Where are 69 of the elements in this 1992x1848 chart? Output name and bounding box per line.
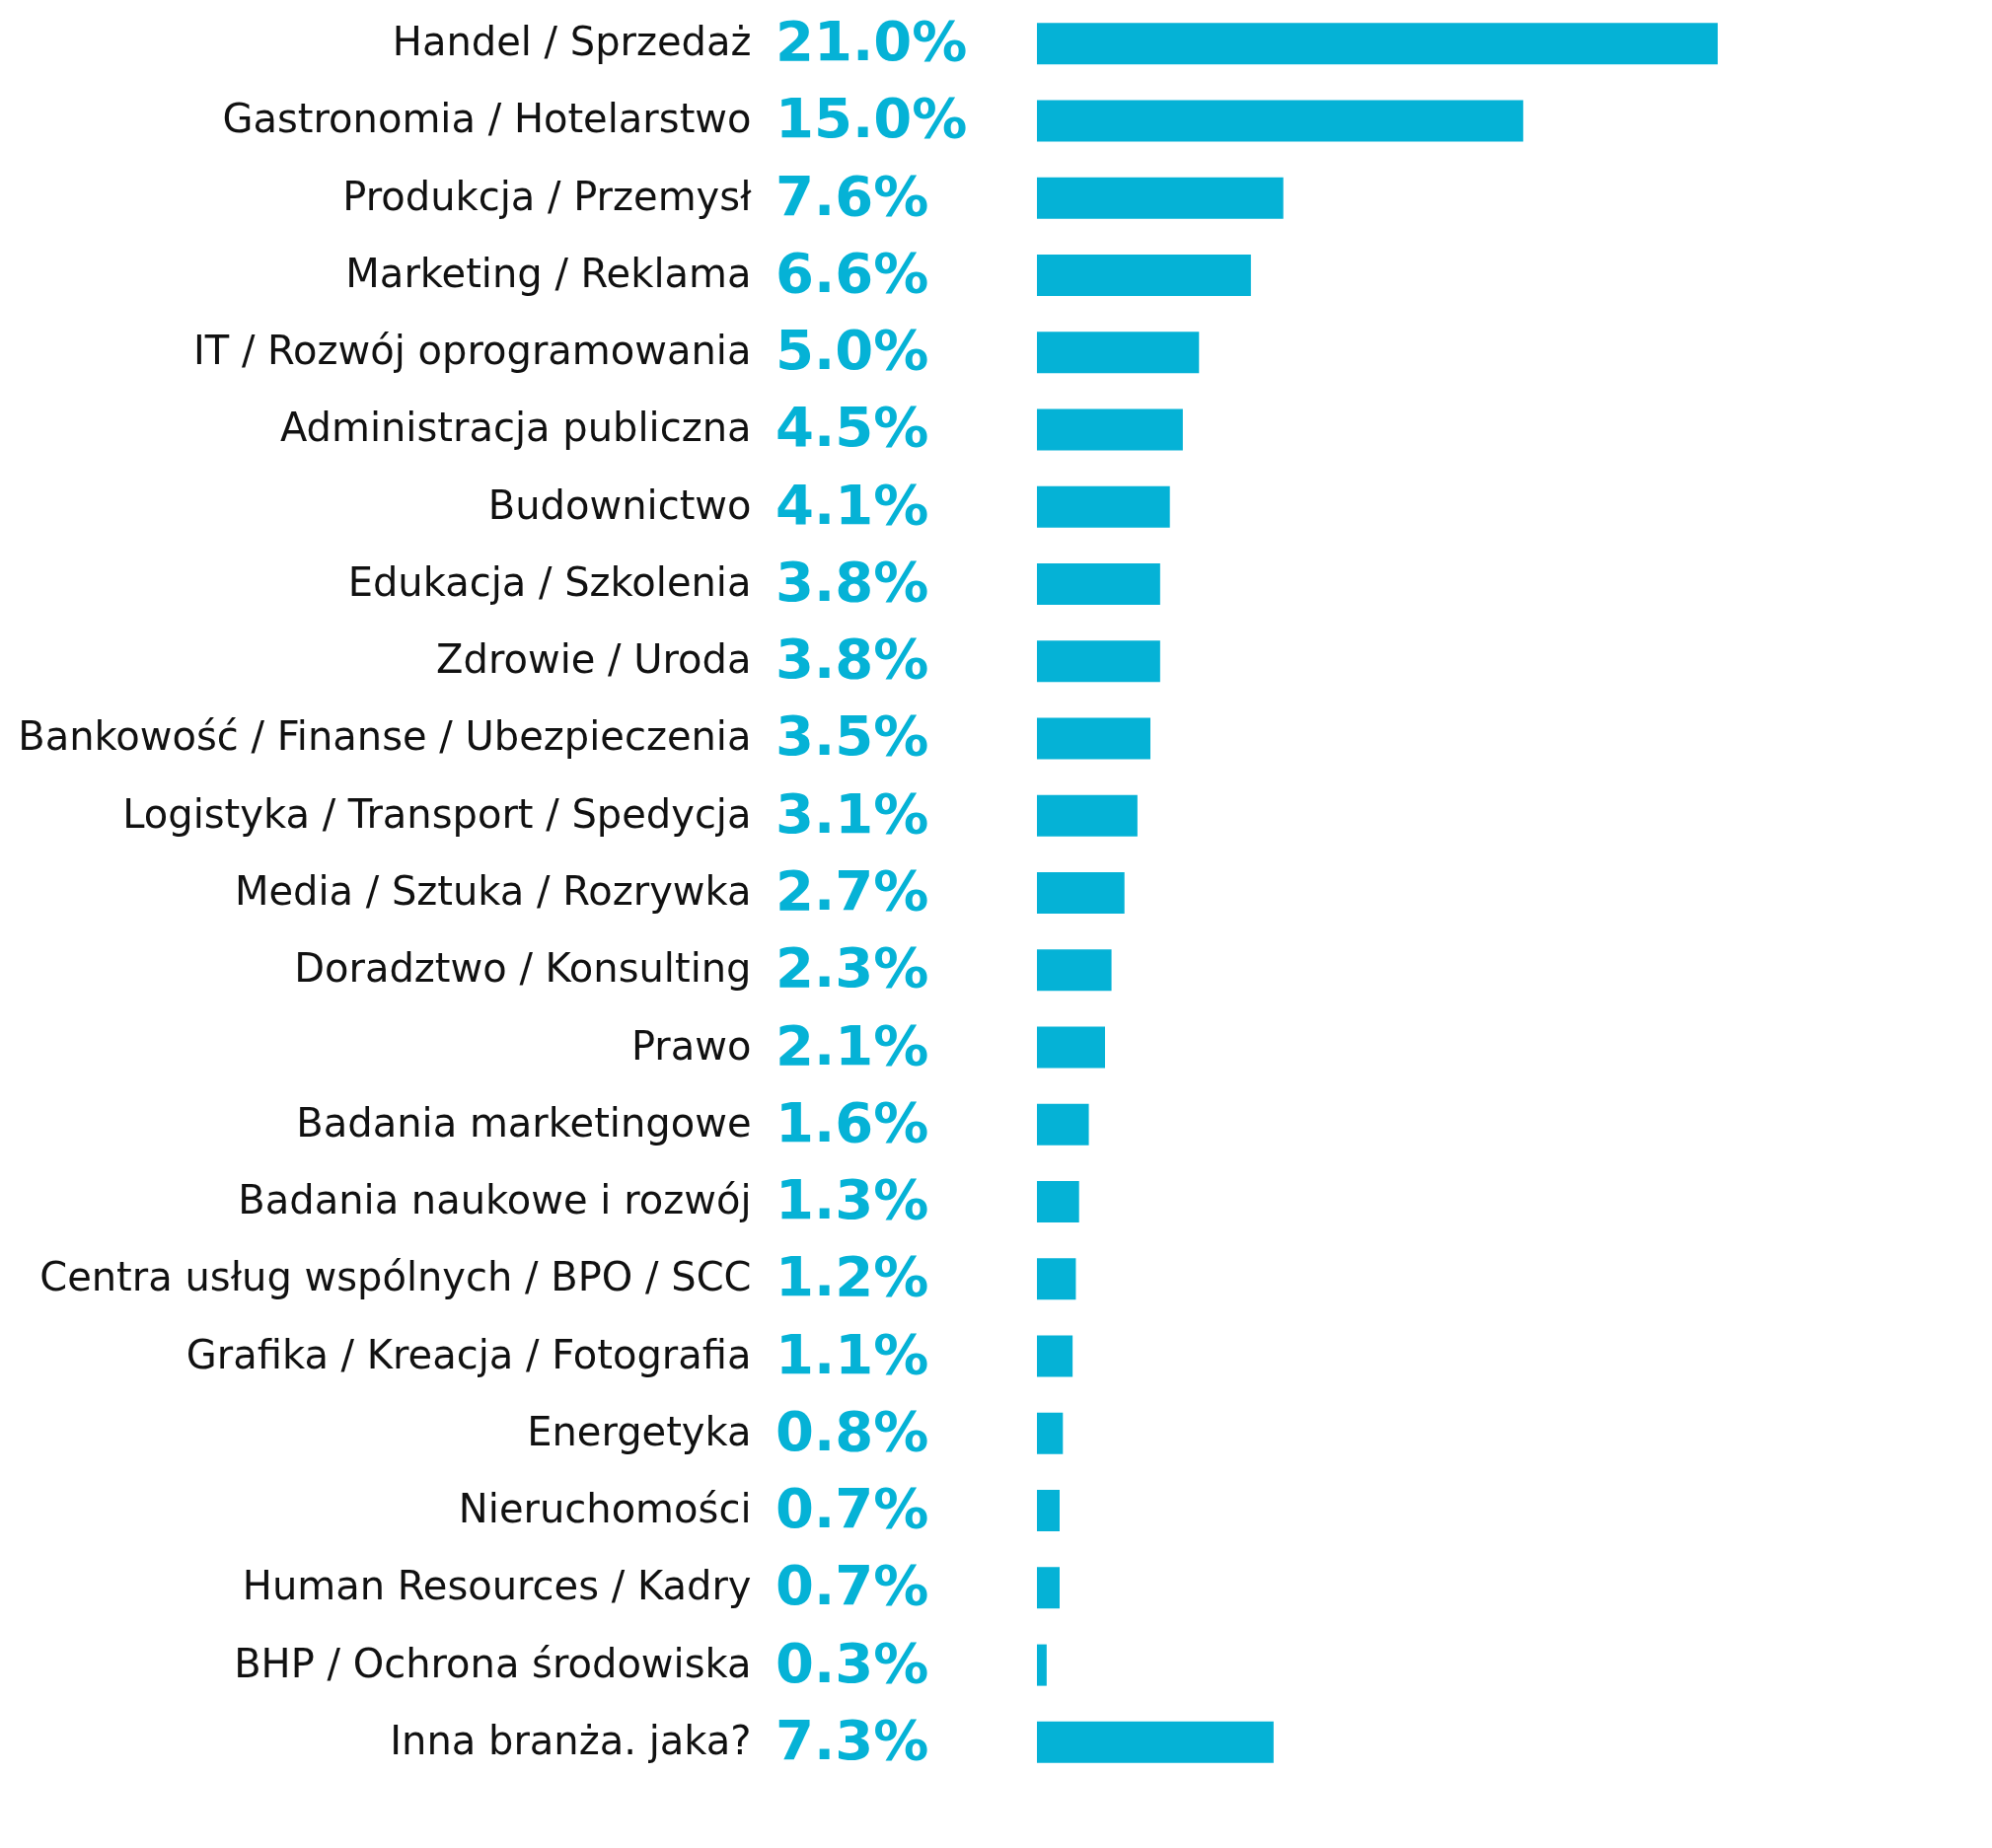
bar [1037,100,1523,142]
bar [1037,332,1200,374]
data-label: 5.0% [775,318,929,383]
y-tick-label: Grafika / Kreacja / Fotografia [185,1331,752,1377]
y-tick-label: Badania marketingowe [296,1099,752,1146]
data-label: 2.3% [775,935,929,1000]
data-label: 1.3% [775,1167,929,1232]
y-tick-label: BHP / Ochrona środowiska [234,1640,752,1686]
bar [1037,1103,1089,1146]
y-tick-label: Bankowość / Finanse / Ubezpieczenia [18,713,752,760]
y-tick-label: Human Resources / Kadry [242,1563,752,1609]
y-tick-label: Gastronomia / Hotelarstwo [222,96,752,142]
bar [1037,408,1183,451]
data-label: 3.5% [775,703,929,769]
data-label: 1.2% [775,1244,929,1309]
y-tick-label: Produkcja / Przemysł [342,173,753,219]
y-tick-label: Doradztwo / Konsulting [294,945,752,992]
bar [1037,949,1112,992]
data-label: 3.1% [775,780,929,846]
data-label: 2.7% [775,858,929,923]
data-label: 4.5% [775,395,929,460]
bar [1037,794,1138,837]
bar [1037,640,1160,683]
data-label: 7.6% [775,163,929,228]
bar [1037,1258,1076,1300]
y-tick-label: Nieruchomości [458,1486,752,1532]
bar [1037,254,1251,296]
y-tick-label: Marketing / Reklama [345,250,752,296]
y-tick-label: Badania naukowe i rozwój [238,1177,752,1223]
y-tick-label: Media / Sztuka / Rozrywka [234,868,752,914]
bar [1037,23,1718,65]
y-tick-label: Zdrowie / Uroda [436,636,752,683]
data-label: 2.1% [775,1012,929,1077]
data-label: 1.1% [775,1321,929,1386]
data-label: 3.8% [775,627,929,692]
bar [1037,1567,1060,1609]
bar [1037,1412,1064,1454]
data-label: 0.8% [775,1398,929,1463]
y-tick-label: Administracja publiczna [279,405,752,451]
y-tick-label: Handel / Sprzedaż [392,19,752,65]
data-label: 3.8% [775,549,929,614]
bar [1037,1721,1274,1763]
y-tick-label: Prawo [630,1022,752,1069]
data-label: 4.1% [775,472,929,537]
data-label: 6.6% [775,240,929,305]
data-label: 0.7% [775,1476,929,1541]
y-tick-label: Inna branża. jaka? [390,1717,752,1763]
data-label: 15.0% [775,86,968,151]
bar [1037,1644,1047,1686]
y-tick-label: Edukacja / Szkolenia [347,558,752,605]
data-label: 7.3% [775,1707,929,1772]
bar [1037,562,1160,605]
data-label: 1.6% [775,1089,929,1154]
bar [1037,177,1284,219]
y-tick-label: Budownictwo [487,481,752,528]
y-tick-label: Centra usług wspólnych / BPO / SCC [39,1254,752,1300]
y-tick-label: IT / Rozwój oprogramowania [192,328,752,374]
bar [1037,717,1150,760]
bar [1037,1026,1105,1069]
bar [1037,1490,1060,1532]
y-tick-label: Logistyka / Transport / Spedycja [122,790,752,837]
data-label: 0.7% [775,1553,929,1618]
data-label: 0.3% [775,1630,929,1695]
bar [1037,1335,1073,1377]
bar [1037,1181,1079,1223]
bar [1037,485,1170,528]
y-tick-label: Energetyka [527,1408,752,1454]
data-label: 21.0% [775,9,968,74]
bar [1037,872,1125,914]
